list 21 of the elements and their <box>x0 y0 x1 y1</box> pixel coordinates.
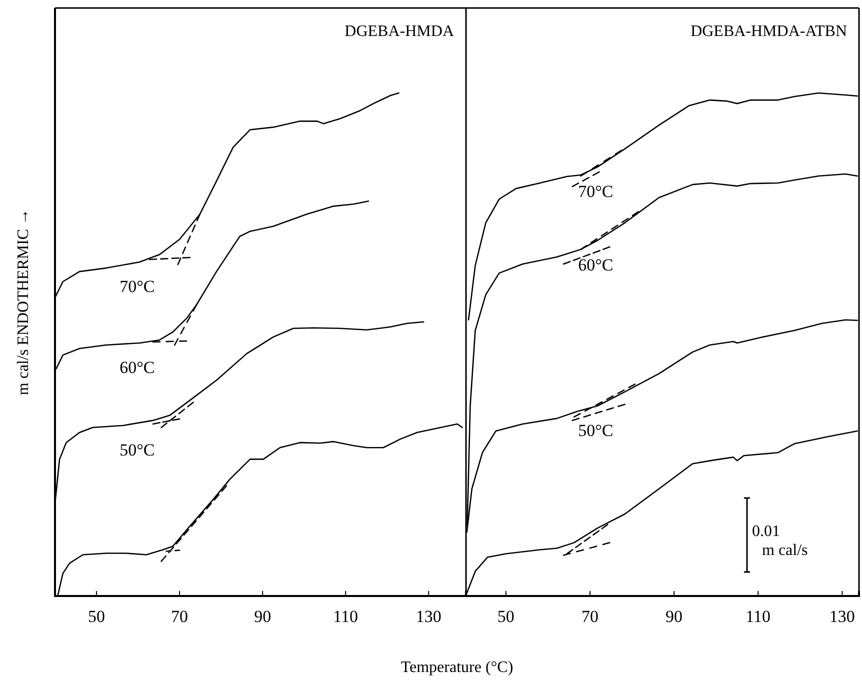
series-label: 60°C <box>578 255 614 274</box>
series-label: 60°C <box>120 358 155 377</box>
x-tick-label: 70 <box>171 607 188 626</box>
x-tick-label: 130 <box>416 607 442 626</box>
series-label: 70°C <box>120 277 155 296</box>
x-tick-label: 50 <box>88 607 106 626</box>
x-tick-label: 90 <box>666 607 683 626</box>
series-label: 50°C <box>578 420 614 440</box>
x-tick-label: 70 <box>581 607 598 626</box>
x-tick-label: 50 <box>497 607 514 626</box>
x-tick-label: 90 <box>254 607 272 626</box>
chart-title: DGEBA-HMDA-ATBN <box>690 23 848 40</box>
series-label: 70°C <box>578 182 614 201</box>
series-label: 50°C <box>120 440 155 460</box>
x-tick-label: 110 <box>746 607 771 626</box>
y-axis-title: m cal/s ENDOTHERMIC → <box>15 208 32 396</box>
x-axis-title: Temperature (°C) <box>400 659 514 676</box>
chart-title: DGEBA-HMDA <box>344 23 454 40</box>
annotation: 0.01 m cal/s <box>752 523 808 559</box>
x-tick-label: 130 <box>829 607 855 626</box>
x-tick-label: 110 <box>333 607 358 626</box>
